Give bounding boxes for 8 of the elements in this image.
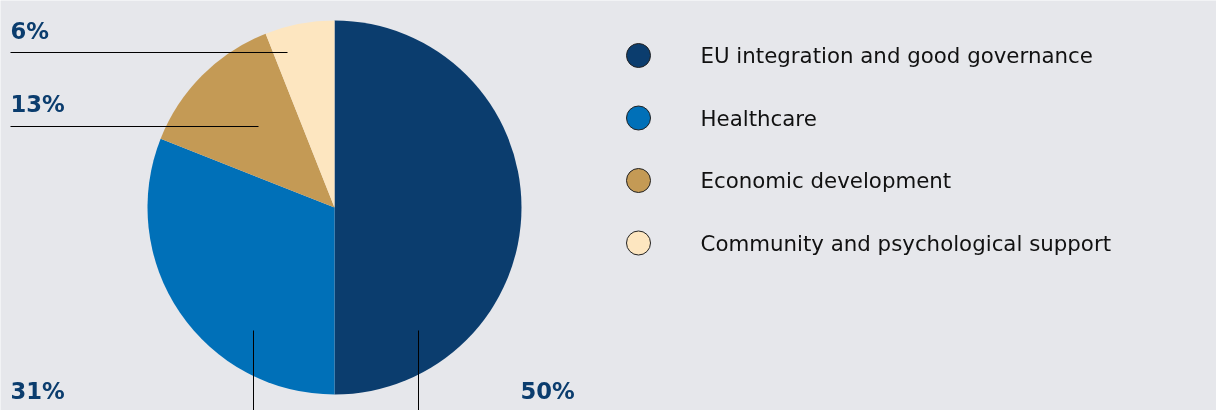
data-label: 50% — [520, 377, 575, 404]
legend-label: Healthcare — [700, 105, 817, 131]
data-label: 31% — [10, 377, 65, 404]
data-label: 13% — [10, 90, 65, 117]
legend-label: Economic development — [700, 168, 952, 193]
legend-label: EU integration and good governance — [700, 43, 1093, 68]
legend-label: Community and psychological support — [700, 230, 1112, 256]
data-label: 6% — [10, 17, 49, 44]
